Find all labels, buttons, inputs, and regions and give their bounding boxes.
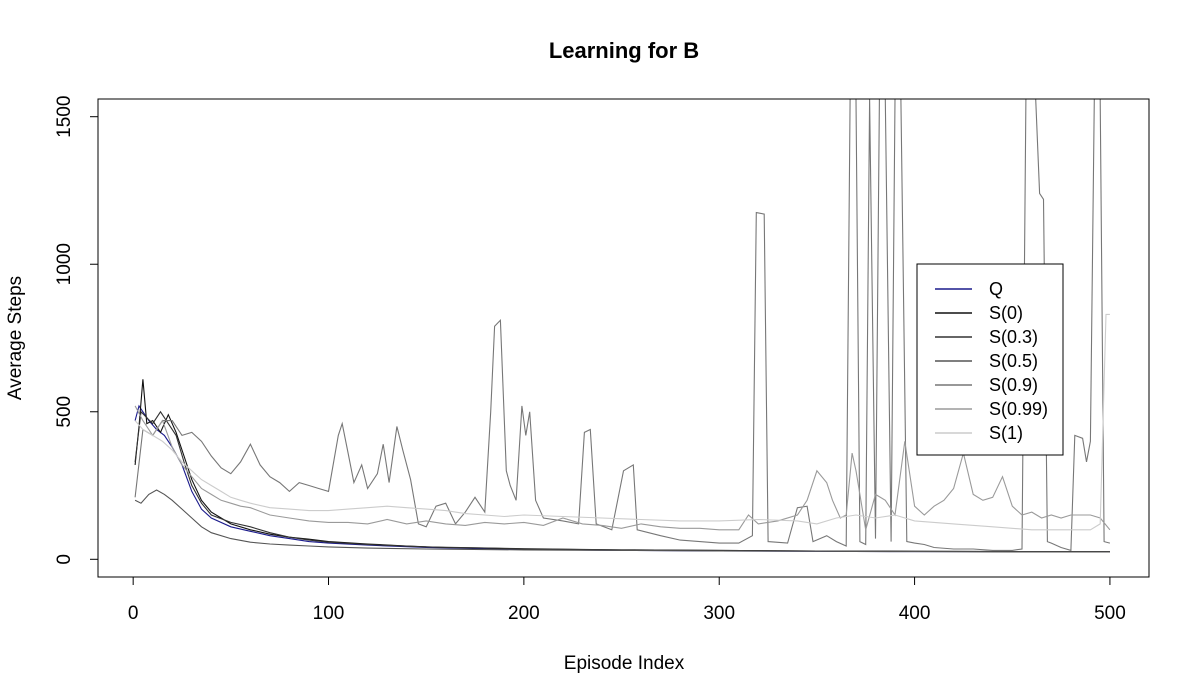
x-tick-label: 100 [313, 603, 345, 624]
y-tick-label: 1500 [54, 96, 75, 138]
x-tick-label: 500 [1094, 603, 1126, 624]
y-axis: 0 500 1000 1500 [54, 96, 99, 565]
y-tick-label: 500 [54, 396, 75, 428]
legend-label-1: S(0) [989, 303, 1023, 323]
series-line-3 [134, 489, 1110, 553]
series-layer [134, 98, 1111, 553]
x-axis-title: Episode Index [564, 653, 685, 674]
series-line-6 [134, 313, 1110, 531]
x-tick-label: 300 [703, 603, 735, 624]
series-line-2 [134, 410, 1110, 553]
x-tick-label: 0 [128, 603, 139, 624]
series-line-5 [134, 405, 1111, 531]
legend: Q S(0) S(0.3) S(0.5) S(0.9) S(0.99) S(1) [916, 263, 1064, 456]
x-tick-label: 200 [508, 603, 540, 624]
legend-label-6: S(1) [989, 423, 1023, 443]
legend-label-5: S(0.99) [989, 399, 1048, 419]
legend-box [916, 263, 1064, 456]
y-axis-title: Average Steps [5, 276, 26, 400]
x-axis: 0 100 200 300 400 500 [128, 576, 1126, 624]
legend-label-4: S(0.9) [989, 375, 1038, 395]
y-tick-label: 0 [54, 554, 75, 565]
series-line-4 [134, 98, 1111, 552]
y-tick-label: 1000 [54, 243, 75, 285]
legend-label-0: Q [989, 279, 1003, 299]
legend-label-2: S(0.3) [989, 327, 1038, 347]
chart-title: Learning for B [549, 38, 699, 63]
x-tick-label: 400 [899, 603, 931, 624]
legend-label-3: S(0.5) [989, 351, 1038, 371]
